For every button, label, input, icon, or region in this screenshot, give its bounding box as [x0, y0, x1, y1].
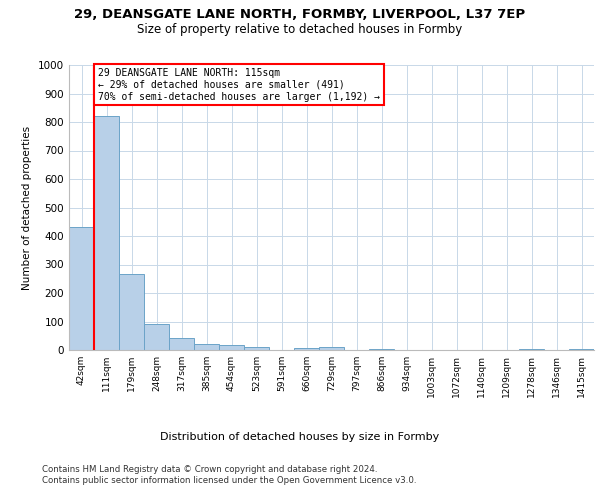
Text: Contains HM Land Registry data © Crown copyright and database right 2024.: Contains HM Land Registry data © Crown c… — [42, 465, 377, 474]
Bar — [219, 345, 244, 350]
Text: Size of property relative to detached houses in Formby: Size of property relative to detached ho… — [137, 22, 463, 36]
Text: Distribution of detached houses by size in Formby: Distribution of detached houses by size … — [160, 432, 440, 442]
Y-axis label: Number of detached properties: Number of detached properties — [22, 126, 32, 290]
Bar — [369, 348, 394, 350]
Bar — [169, 338, 194, 350]
Bar — [319, 346, 344, 350]
Bar — [69, 227, 94, 350]
Bar — [144, 324, 169, 350]
Bar — [519, 348, 544, 350]
Text: 29 DEANSGATE LANE NORTH: 115sqm
← 29% of detached houses are smaller (491)
70% o: 29 DEANSGATE LANE NORTH: 115sqm ← 29% of… — [98, 68, 380, 102]
Bar — [569, 348, 594, 350]
Bar — [194, 344, 219, 350]
Bar — [119, 274, 144, 350]
Bar — [244, 346, 269, 350]
Text: Contains public sector information licensed under the Open Government Licence v3: Contains public sector information licen… — [42, 476, 416, 485]
Bar — [94, 116, 119, 350]
Text: 29, DEANSGATE LANE NORTH, FORMBY, LIVERPOOL, L37 7EP: 29, DEANSGATE LANE NORTH, FORMBY, LIVERP… — [74, 8, 526, 20]
Bar — [294, 348, 319, 350]
